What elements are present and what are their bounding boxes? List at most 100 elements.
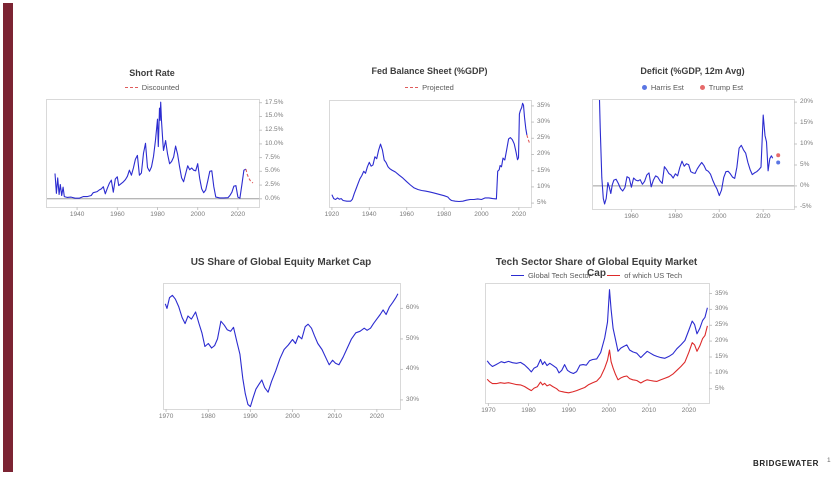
legend-item: Discounted <box>124 83 180 92</box>
x-tick-label: 2020 <box>369 413 385 420</box>
x-tick-label: 1940 <box>362 211 377 218</box>
y-tick-label: 20% <box>800 98 814 106</box>
chart-canvas <box>593 100 797 212</box>
x-tick-label: 2020 <box>756 213 771 220</box>
x-tick-label: 1960 <box>399 211 414 218</box>
chart-legend: Harris Est Trump Est <box>592 83 793 92</box>
legend-line-marker <box>607 275 621 276</box>
chart-legend: Discounted <box>46 83 258 92</box>
y-tick-label: 17.5% <box>265 98 284 106</box>
series-deficit <box>598 100 774 205</box>
legend-dot-marker <box>641 85 647 90</box>
chart-canvas <box>47 101 262 210</box>
x-tick-label: 1920 <box>324 211 340 218</box>
y-tick-label: 40% <box>406 365 420 373</box>
x-tick-label: 2010 <box>641 407 657 414</box>
x-tick-label: 1980 <box>668 213 683 220</box>
marker-harris-est <box>776 160 781 165</box>
accent-bar <box>3 3 13 472</box>
chart-short-rate: Short Rate Discounted 17.5% 15.0% 12.5% 10.… <box>46 66 346 236</box>
chart-canvas <box>331 102 534 210</box>
y-tick-label: 30% <box>715 305 729 313</box>
y-tick-label: 5% <box>715 384 725 392</box>
x-tick-label: 1970 <box>481 407 496 414</box>
y-tick-label: 15% <box>800 119 814 127</box>
chart-canvas <box>486 289 712 406</box>
y-tick-label: 0.0% <box>265 194 280 202</box>
y-tick-label: 30% <box>406 395 420 403</box>
y-tick-label: 2.5% <box>265 181 280 189</box>
y-tick-label: 10.0% <box>265 139 284 147</box>
chart-us-share-equity: US Share of Global Equity Market Cap 60%… <box>159 257 453 432</box>
y-tick-label: 35% <box>537 101 551 109</box>
x-tick-label: 2020 <box>511 211 527 218</box>
chart-legend: Projected <box>329 83 530 92</box>
brand-logo: BRIDGEWATER <box>753 459 820 468</box>
y-tick-label: 5.0% <box>265 167 280 175</box>
plot-area: 20% 15% 10% 5% 0% -5% 1960 1980 2000 2020 <box>592 98 813 220</box>
y-tick-label: 20% <box>715 337 729 345</box>
y-tick-label: 15% <box>715 352 729 360</box>
x-tick-label: 2000 <box>285 413 300 420</box>
series-discounted <box>245 168 254 184</box>
y-tick-label: 0% <box>800 181 810 189</box>
chart-tech-sector-share: Tech Sector Share of Global Equity Marke… <box>481 257 765 432</box>
y-tick-label: 10% <box>715 368 729 376</box>
x-tick-label: 1980 <box>150 211 165 218</box>
legend-line-marker <box>510 275 524 276</box>
legend-label: Global Tech Sector <box>527 271 592 280</box>
chart-title: Tech Sector Share of Global Equity Marke… <box>495 257 698 279</box>
x-tick-label: 2020 <box>681 407 697 414</box>
legend-item: Trump Est <box>699 83 743 92</box>
x-tick-label: 2000 <box>474 211 489 218</box>
legend-dash-marker <box>124 87 138 88</box>
x-tick-label: 1980 <box>521 407 536 414</box>
y-tick-label: 12.5% <box>265 126 284 134</box>
legend-label: Harris Est <box>650 83 684 92</box>
y-tick-label: 20% <box>537 150 551 158</box>
x-tick-label: 1960 <box>624 213 639 220</box>
series-projected <box>526 134 531 144</box>
legend-dot-marker <box>699 85 705 90</box>
y-tick-label: 10% <box>800 140 814 148</box>
series-global-tech-sector <box>486 289 708 375</box>
y-tick-label: 10% <box>537 182 551 190</box>
chart-deficit: Deficit (%GDP, 12m Avg) Harris Est Trump … <box>592 66 840 236</box>
y-tick-label: 60% <box>406 304 420 312</box>
x-tick-label: 1980 <box>436 211 452 218</box>
x-tick-label: 2000 <box>190 211 205 218</box>
x-tick-label: 2000 <box>601 407 616 414</box>
y-tick-label: 5% <box>537 199 547 207</box>
y-tick-label: 30% <box>537 118 551 126</box>
x-tick-label: 1990 <box>243 413 258 420</box>
legend-item: Harris Est <box>641 83 684 92</box>
y-tick-label: 7.5% <box>265 153 280 161</box>
x-tick-label: 1970 <box>158 413 174 420</box>
x-tick-label: 1980 <box>201 413 216 420</box>
chart-title: Short Rate <box>129 68 175 78</box>
legend-item: of which US Tech <box>607 271 682 280</box>
y-tick-label: 50% <box>406 334 420 342</box>
plot-area: 35% 30% 25% 20% 15% 10% 5% 1970 1980 1990 2000 2010… <box>481 283 728 414</box>
y-tick-label: 25% <box>537 134 551 142</box>
y-tick-label: -5% <box>800 202 812 210</box>
y-tick-label: 35% <box>715 289 729 297</box>
x-tick-label: 1990 <box>561 407 576 414</box>
chart-title: US Share of Global Equity Market Cap <box>190 257 372 268</box>
page-number: 1 <box>827 457 831 464</box>
legend-dash-marker <box>405 87 419 88</box>
y-tick-label: 15% <box>537 166 551 174</box>
plot-area: 60% 50% 40% 30% 1970 1980 1990 2000 2010 2020 <box>159 283 419 420</box>
chart-title: Fed Balance Sheet (%GDP) <box>371 66 488 76</box>
marker-trump-est <box>776 153 781 158</box>
x-tick-label: 2010 <box>327 413 342 420</box>
chart-legend: Global Tech Sector of which US Tech <box>485 271 708 280</box>
series-short-rate <box>54 101 247 199</box>
legend-label: Discounted <box>141 83 180 92</box>
x-tick-label: 1960 <box>110 211 125 218</box>
y-tick-label: 25% <box>715 321 729 329</box>
legend-item: Projected <box>405 83 454 92</box>
x-tick-label: 1940 <box>69 211 85 218</box>
series-fed-balance-sheet <box>331 102 528 203</box>
legend-label: of which US Tech <box>624 271 683 280</box>
